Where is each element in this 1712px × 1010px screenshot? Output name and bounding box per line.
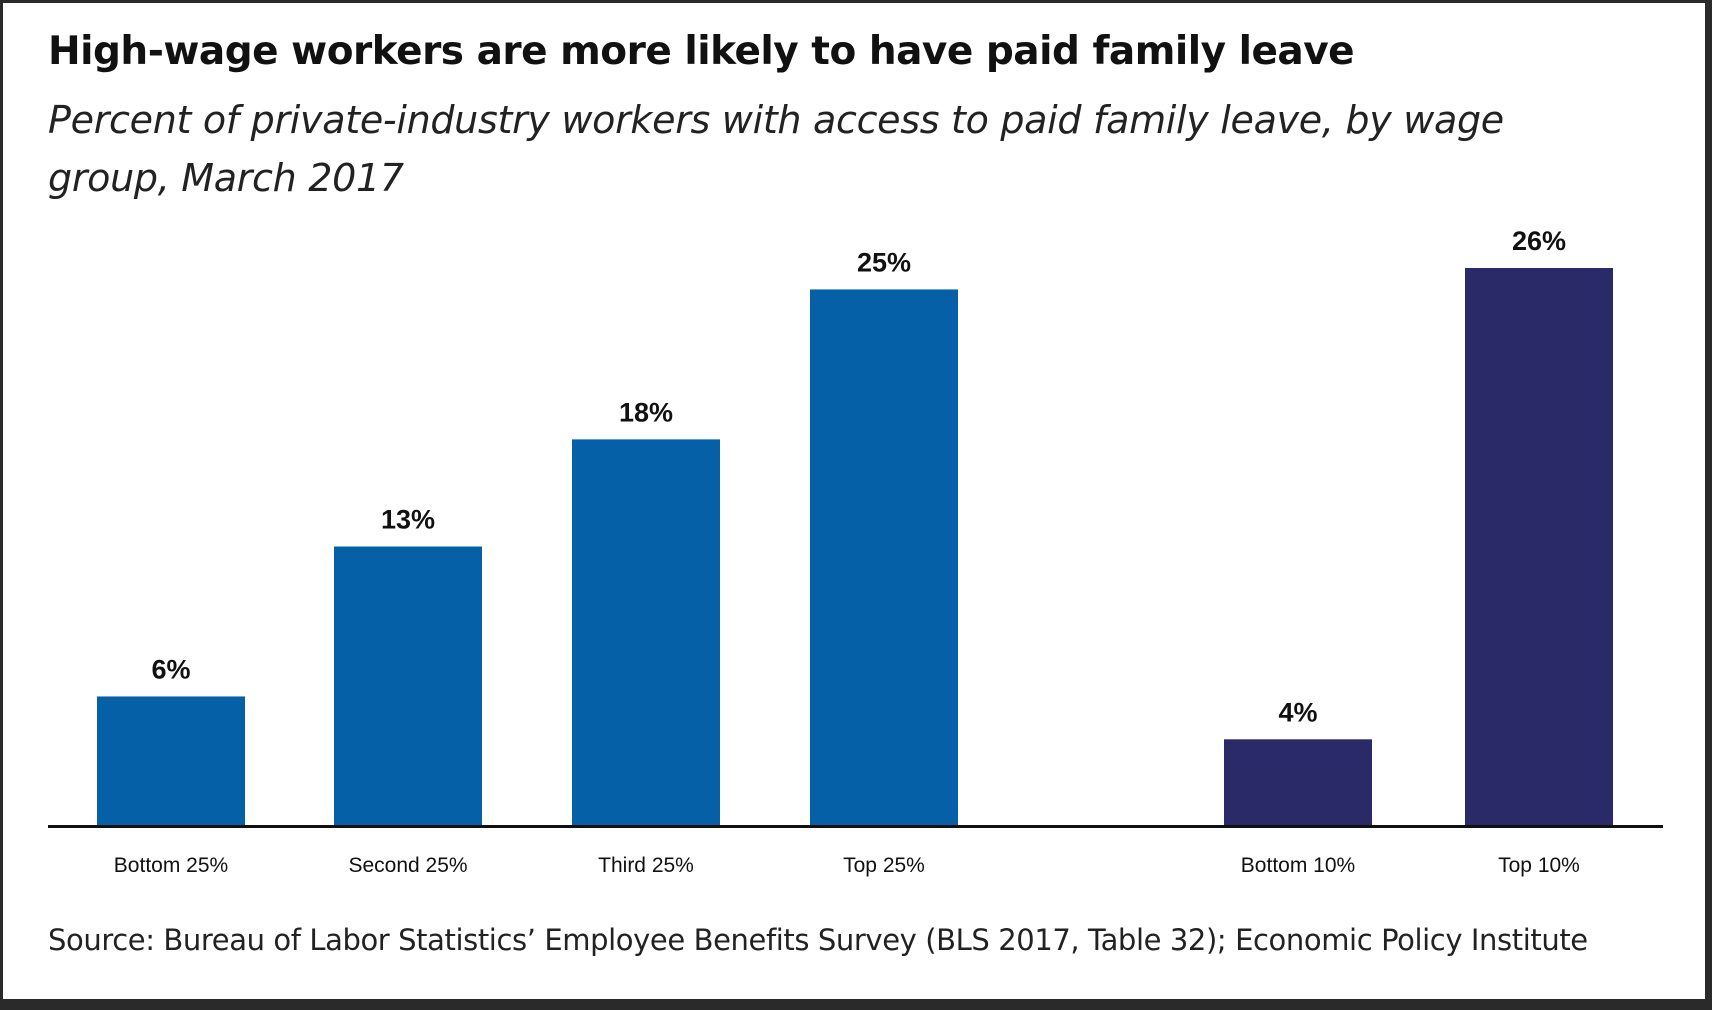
bar-bottom-10 (1224, 739, 1372, 825)
category-label-bottom-10: Bottom 10% (1241, 854, 1355, 877)
category-label-top-10: Top 10% (1498, 854, 1580, 877)
bar-bottom-25 (97, 696, 245, 825)
chart-source-note: Source: Bureau of Labor Statistics’ Empl… (48, 923, 1588, 957)
value-label-second-25: 13% (381, 505, 435, 535)
chart-subtitle: Percent of private-industry workers with… (48, 98, 1504, 200)
category-label-top-25: Top 25% (843, 854, 925, 877)
category-label-second-25: Second 25% (348, 854, 467, 877)
chart-card: High-wage workers are more likely to hav… (3, 3, 1705, 999)
chart-title: High-wage workers are more likely to hav… (48, 29, 1355, 74)
value-label-top-25: 25% (857, 247, 911, 277)
category-label-third-25: Third 25% (598, 854, 694, 877)
value-label-bottom-25: 6% (151, 654, 190, 684)
bar-second-25 (334, 546, 482, 825)
bar-chart: 6% Bottom 25% 13% Second 25% 18% Third 25% 25%… (48, 226, 1663, 877)
value-label-top-10: 26% (1512, 226, 1566, 256)
bar-top-10 (1465, 268, 1613, 825)
bar-third-25 (572, 439, 720, 825)
value-label-bottom-10: 4% (1278, 697, 1317, 727)
bar-top-25 (810, 289, 958, 825)
category-label-bottom-25: Bottom 25% (114, 854, 228, 877)
value-label-third-25: 18% (619, 397, 673, 427)
